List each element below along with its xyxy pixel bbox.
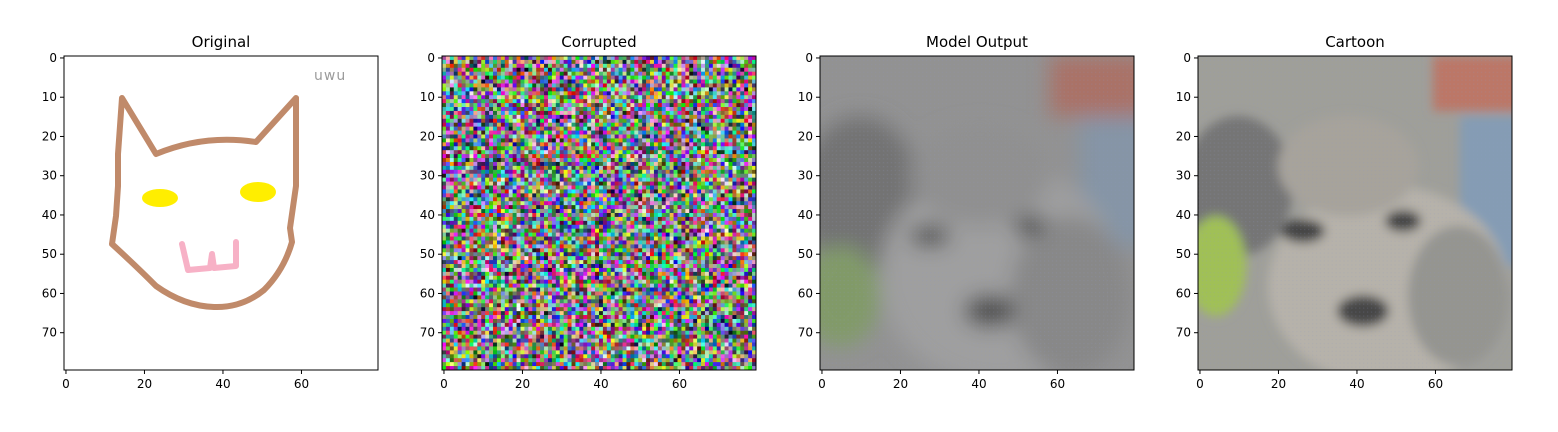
y-tick-label: 30 — [1176, 169, 1191, 183]
y-axis: 0 10 20 30 40 50 60 70 — [42, 51, 64, 340]
y-tick-label: 40 — [798, 208, 813, 222]
image-original: uwu — [64, 56, 378, 370]
y-tick-label: 60 — [798, 286, 813, 300]
y-tick-label: 50 — [42, 247, 57, 261]
x-axis: 0 20 40 60 — [818, 370, 1065, 391]
y-tick-label: 0 — [1183, 51, 1191, 65]
y-tick-label: 20 — [798, 129, 813, 143]
x-axis: 0 20 40 60 — [1196, 370, 1443, 391]
y-tick-label: 40 — [42, 208, 57, 222]
x-axis: 0 20 40 60 — [62, 370, 309, 391]
panel-title: Cartoon — [1325, 33, 1385, 51]
y-tick-label: 20 — [42, 129, 57, 143]
y-tick-label: 70 — [420, 326, 435, 340]
x-tick-label: 40 — [971, 377, 986, 391]
cat-outline — [109, 95, 299, 311]
y-tick-label: 20 — [1176, 129, 1191, 143]
y-tick-label: 40 — [420, 208, 435, 222]
y-tick-label: 30 — [42, 169, 57, 183]
x-tick-label: 0 — [440, 377, 448, 391]
y-tick-label: 50 — [420, 247, 435, 261]
x-axis: 0 20 40 60 — [440, 370, 687, 391]
x-tick-label: 0 — [1196, 377, 1204, 391]
cat-left-eye — [142, 189, 178, 207]
y-tick-label: 10 — [798, 90, 813, 104]
image-model-output — [820, 56, 1134, 370]
y-tick-label: 60 — [1176, 286, 1191, 300]
y-tick-label: 10 — [1176, 90, 1191, 104]
x-tick-label: 40 — [1349, 377, 1364, 391]
panel-title: Model Output — [926, 33, 1028, 51]
image-cartoon — [1198, 56, 1512, 370]
x-tick-label: 0 — [62, 377, 70, 391]
signature-text: uwu — [314, 68, 346, 84]
x-tick-label: 20 — [137, 377, 152, 391]
panel-model-output: Model Output 0 20 40 60 0 10 20 30 40 50 60 70 — [798, 33, 1135, 391]
y-axis: 0 10 20 30 40 50 60 70 — [1176, 51, 1198, 340]
x-tick-label: 60 — [1050, 377, 1065, 391]
x-tick-label: 40 — [593, 377, 608, 391]
panel-corrupted: Corrupted 0 20 40 60 0 10 20 30 40 50 60 70 — [420, 33, 757, 391]
y-tick-label: 70 — [798, 326, 813, 340]
y-tick-label: 40 — [1176, 208, 1191, 222]
y-axis: 0 10 20 30 40 50 60 70 — [798, 51, 820, 340]
panel-title: Original — [192, 33, 251, 51]
y-tick-label: 60 — [420, 286, 435, 300]
y-tick-label: 0 — [49, 51, 57, 65]
cat-right-eye — [240, 182, 276, 202]
y-tick-label: 10 — [42, 90, 57, 104]
x-tick-label: 20 — [1271, 377, 1286, 391]
y-tick-label: 50 — [1176, 247, 1191, 261]
y-tick-label: 10 — [420, 90, 435, 104]
x-tick-label: 60 — [1428, 377, 1443, 391]
cat-mouth — [179, 239, 239, 273]
y-axis: 0 10 20 30 40 50 60 70 — [420, 51, 442, 340]
x-tick-label: 20 — [893, 377, 908, 391]
y-tick-label: 70 — [42, 326, 57, 340]
panel-cartoon: Cartoon 0 20 40 60 0 10 20 30 40 50 60 70 — [1176, 33, 1513, 391]
panel-original: uwu Original 0 20 40 60 0 10 20 30 40 50 60 70 — [42, 33, 379, 391]
y-tick-label: 0 — [805, 51, 813, 65]
x-tick-label: 60 — [672, 377, 687, 391]
y-tick-label: 60 — [42, 286, 57, 300]
y-tick-label: 0 — [427, 51, 435, 65]
y-tick-label: 70 — [1176, 326, 1191, 340]
y-tick-label: 30 — [798, 169, 813, 183]
y-tick-label: 30 — [420, 169, 435, 183]
y-tick-label: 20 — [420, 129, 435, 143]
x-tick-label: 40 — [215, 377, 230, 391]
image-corrupted — [442, 56, 756, 370]
x-tick-label: 0 — [818, 377, 826, 391]
x-tick-label: 60 — [294, 377, 309, 391]
panel-title: Corrupted — [561, 33, 636, 51]
y-tick-label: 50 — [798, 247, 813, 261]
x-tick-label: 20 — [515, 377, 530, 391]
